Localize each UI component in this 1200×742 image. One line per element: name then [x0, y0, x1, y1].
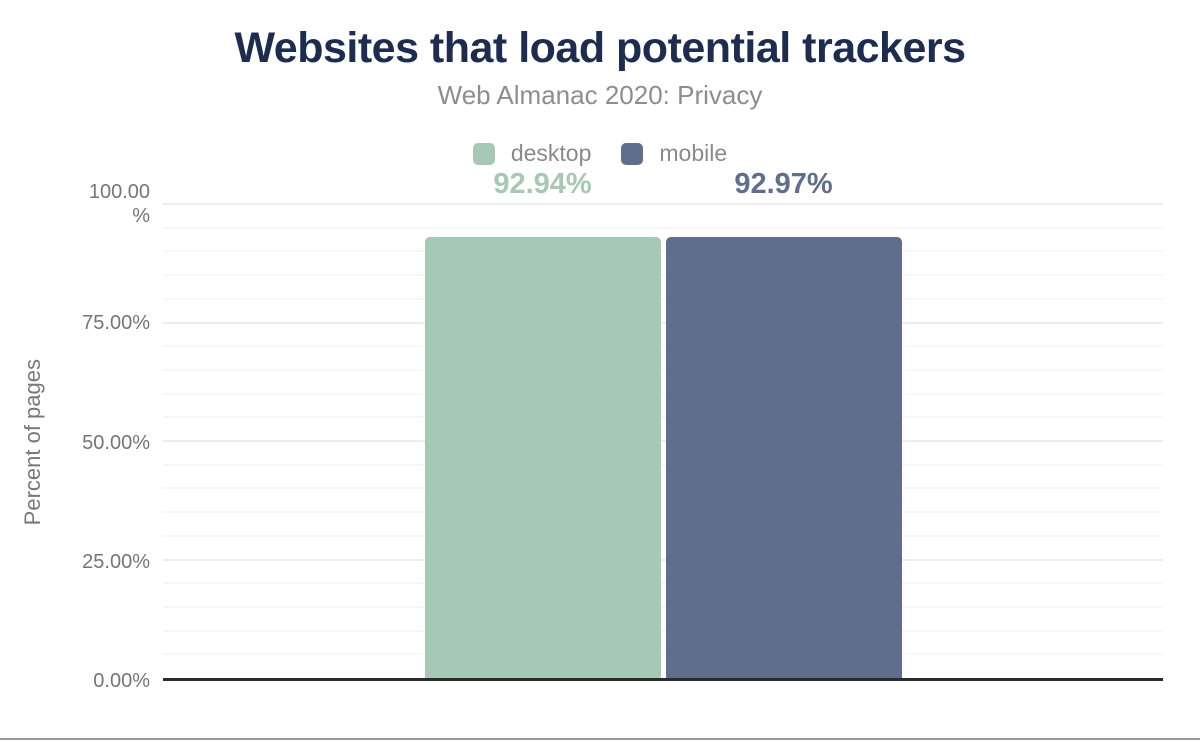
- chart-subtitle: Web Almanac 2020: Privacy: [437, 80, 763, 111]
- legend-item-mobile[interactable]: mobile: [621, 140, 727, 167]
- bar-column-mobile: 92.97%: [665, 168, 902, 678]
- chart-title: Websites that load potential trackers: [234, 24, 966, 72]
- bar-mobile[interactable]: [665, 237, 902, 678]
- gridline-minor: [163, 629, 1163, 632]
- gridline-minor: [163, 605, 1163, 608]
- gridline-major: [163, 321, 1163, 324]
- y-tick-label: 25.00%: [82, 550, 150, 573]
- bottom-divider: [0, 738, 1200, 740]
- gridline-minor: [163, 368, 1163, 371]
- y-tick-label: 100.00%: [88, 181, 150, 227]
- bar-desktop[interactable]: [424, 237, 661, 678]
- gridline-minor: [163, 511, 1163, 514]
- y-tick-label: 75.00%: [82, 312, 150, 335]
- plot-area: 92.94% 92.97%: [163, 168, 1163, 681]
- legend-item-desktop[interactable]: desktop: [472, 140, 592, 167]
- value-label-mobile: 92.97%: [734, 168, 833, 200]
- y-axis-ticks: 0.00% 25.00% 50.00% 75.00% 100.00%: [0, 181, 150, 692]
- value-label-desktop: 92.94%: [493, 168, 592, 200]
- legend: desktop mobile: [0, 140, 1200, 167]
- legend-label: mobile: [659, 140, 728, 166]
- gridline-minor: [163, 487, 1163, 490]
- gridline-minor: [163, 250, 1163, 253]
- gridline-minor: [163, 226, 1163, 229]
- gridline-minor: [163, 463, 1163, 466]
- legend-label: desktop: [510, 140, 592, 166]
- gridline-minor: [163, 274, 1163, 277]
- bars: 92.94% 92.97%: [163, 168, 1163, 678]
- gridline-major: [163, 203, 1163, 205]
- gridline-minor: [163, 534, 1163, 537]
- gridline-major: [163, 440, 1163, 442]
- gridline-major: [163, 558, 1163, 561]
- gridline-minor: [163, 297, 1163, 300]
- y-tick-label: 50.00%: [82, 431, 150, 454]
- gridline-minor: [163, 653, 1163, 656]
- legend-swatch-mobile: [621, 142, 644, 165]
- chart-header: Websites that load potential trackers We…: [0, 0, 1200, 111]
- bar-column-desktop: 92.94%: [424, 168, 661, 678]
- y-tick-label: 0.00%: [93, 670, 150, 692]
- gridline-minor: [163, 582, 1163, 585]
- gridline-minor: [163, 345, 1163, 348]
- gridline-minor: [163, 392, 1163, 395]
- legend-swatch-desktop: [472, 142, 495, 165]
- gridline-minor: [163, 416, 1163, 419]
